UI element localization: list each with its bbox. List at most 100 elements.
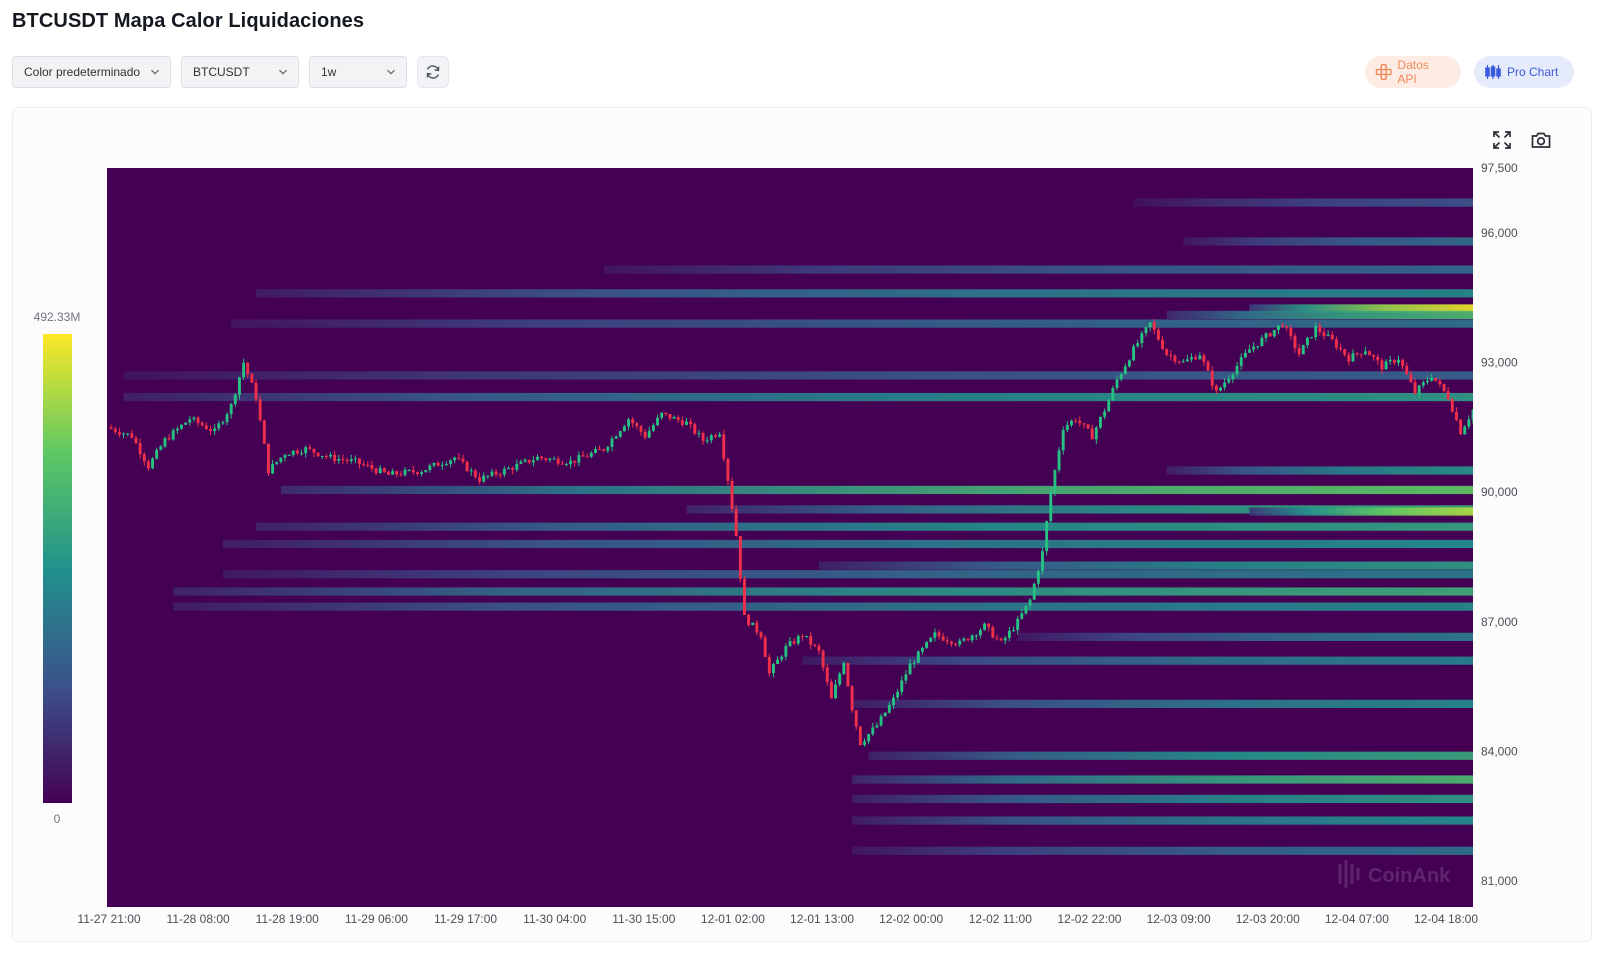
candle-body [1202, 355, 1206, 362]
candle-body [175, 428, 179, 431]
candle-body [676, 417, 680, 421]
candle-body [428, 465, 432, 471]
candle-body [1074, 420, 1078, 422]
candle-body [1310, 337, 1314, 339]
interval-select[interactable]: 1w [309, 56, 407, 88]
candle-body [349, 459, 353, 462]
api-data-button[interactable]: Datos API [1365, 56, 1461, 88]
candle-body [892, 697, 895, 706]
candle-body [916, 651, 920, 663]
api-data-label: Datos API [1397, 58, 1429, 86]
candle-body [271, 463, 275, 474]
candle-body [1239, 357, 1243, 366]
candle-body [1454, 411, 1458, 420]
candle-body [233, 394, 237, 405]
candle-body [1438, 380, 1442, 384]
candle-body [1380, 360, 1384, 370]
candle-body [1132, 346, 1136, 361]
candle-body [279, 457, 283, 462]
candle-body [887, 705, 891, 713]
candle-body [329, 454, 332, 457]
x-tick-label: 12-02 11:00 [969, 912, 1032, 926]
api-icon [1375, 64, 1392, 80]
candle-body [1355, 353, 1359, 355]
candle-body [167, 438, 171, 440]
candle-body [780, 656, 784, 660]
candle-body [858, 726, 862, 746]
candle-body [838, 673, 842, 685]
x-tick-label: 12-03 20:00 [1236, 912, 1300, 926]
candle-body [1243, 352, 1247, 358]
candle-body [1397, 359, 1400, 363]
candle-body [109, 427, 113, 429]
candle-body [469, 470, 473, 472]
candle-body [478, 477, 481, 482]
candle-body [1140, 333, 1144, 344]
candle-body [126, 433, 130, 435]
pro-chart-label: Pro Chart [1507, 65, 1559, 79]
candle-body [1099, 416, 1102, 428]
candle-body [983, 623, 987, 630]
liquidation-band [256, 289, 1473, 298]
candle-body [1368, 351, 1371, 356]
y-tick-label: 87,000 [1481, 615, 1518, 629]
candle-body [258, 399, 262, 421]
candle-body [1421, 382, 1425, 386]
candle-body [598, 449, 602, 451]
symbol-select[interactable]: BTCUSDT [181, 56, 299, 88]
liquidation-band [1017, 632, 1473, 642]
refresh-button[interactable] [417, 56, 449, 88]
liquidation-band [868, 751, 1473, 760]
candle-body [159, 446, 163, 450]
candle-body [829, 681, 833, 699]
candle-body [1442, 383, 1446, 392]
candle-body [1049, 492, 1053, 522]
candle-body [1194, 357, 1198, 360]
candle-body [440, 464, 444, 466]
candle-body [929, 637, 933, 642]
candle-body [341, 458, 345, 460]
candle-body [1347, 354, 1351, 362]
candle-body [1036, 570, 1040, 584]
fullscreen-icon[interactable] [1491, 129, 1513, 151]
x-axis: 11-27 21:00 11-28 08:00 11-28 19:00 11-29 0… [77, 912, 1478, 926]
x-tick-label: 12-02 00:00 [879, 912, 943, 926]
candle-body [1417, 385, 1421, 394]
candle-body [1094, 427, 1098, 440]
candle-body [1065, 425, 1069, 431]
candle-body [1082, 423, 1086, 425]
candle-body [622, 426, 626, 432]
candle-body [813, 644, 817, 646]
liquidation-band [1249, 304, 1473, 313]
x-tick-label: 11-28 08:00 [167, 912, 230, 926]
candle-body [511, 468, 515, 470]
legend-min-label: 0 [54, 812, 61, 826]
y-axis: 81,000 84,000 87,000 90,000 93,000 96,000 97,5… [1481, 161, 1518, 888]
liquidation-band [1249, 507, 1473, 516]
candle-body [1430, 377, 1434, 381]
candle-body [1235, 365, 1239, 375]
candle-body [304, 447, 308, 454]
color-scheme-select[interactable]: Color predeterminado [12, 56, 171, 88]
candle-body [1107, 400, 1111, 412]
x-tick-label: 11-30 04:00 [523, 912, 586, 926]
candle-body [1020, 613, 1024, 619]
candle-body [540, 456, 544, 459]
candle-body [602, 449, 606, 451]
candle-body [312, 448, 316, 453]
candle-body [457, 457, 461, 459]
candle-body [925, 641, 929, 648]
candle-body [507, 468, 510, 470]
liquidation-band [1133, 198, 1473, 207]
camera-icon[interactable] [1530, 129, 1552, 151]
candle-body [362, 463, 366, 465]
candle-body [1198, 355, 1202, 360]
candle-body [1169, 354, 1173, 356]
pro-chart-button[interactable]: Pro Chart [1474, 56, 1574, 88]
candle-body [184, 422, 188, 425]
candle-body [531, 460, 535, 463]
liquidation-band [123, 392, 1473, 402]
candle-body [1334, 339, 1338, 348]
candle-body [436, 462, 440, 466]
